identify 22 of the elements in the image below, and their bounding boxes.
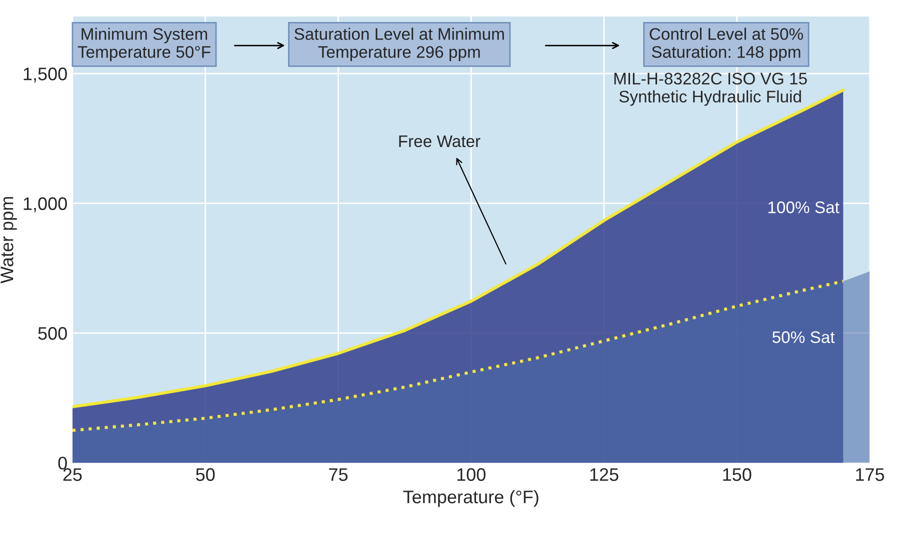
line-series (72, 88, 845, 408)
x-tick-label: 50 (196, 468, 215, 481)
x-tick-label: 25 (63, 468, 82, 481)
x-tick-label: 100 (457, 468, 486, 481)
y-tick-label: 1,500 (24, 68, 67, 82)
annotation: MIL-H-83282C ISO VG 15 Synthetic Hydraulic Fluid (614, 72, 807, 106)
annotation: Minimum System Temperature 50°F (78, 28, 210, 62)
x-tick-label: 125 (590, 468, 618, 481)
annotation: Saturation Level at Minimum Temperature 296 ppm (294, 28, 504, 62)
series-label: 50% Sat (772, 331, 835, 344)
annotation: Free Water (399, 136, 480, 148)
x-axis-title: Temperature (°F) (403, 490, 538, 507)
line-series (72, 280, 845, 432)
annotation: Control Level at 50% Saturation: 148 ppm (650, 28, 804, 62)
y-axis-title: Water ppm (0, 197, 17, 284)
y-tick-label: 1,000 (24, 197, 67, 212)
x-tick-label: 175 (856, 468, 884, 481)
y-tick-label: 0 (58, 456, 67, 470)
x-tick-label: 150 (723, 468, 752, 481)
series-label: 100% Sat (768, 201, 840, 214)
x-tick-label: 75 (329, 468, 348, 481)
y-tick-label: 500 (38, 327, 67, 340)
